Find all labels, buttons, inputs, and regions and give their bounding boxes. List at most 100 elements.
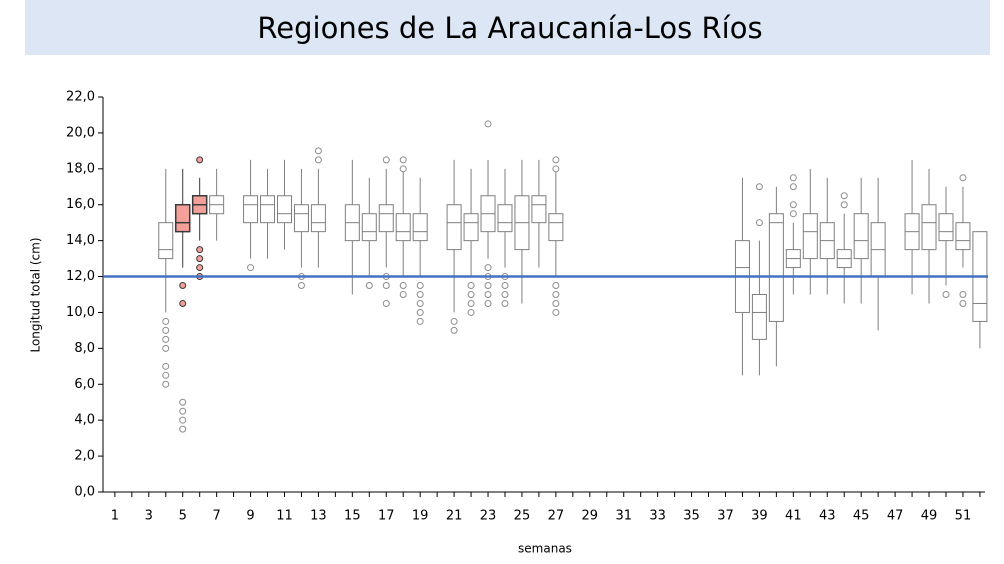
outlier — [399, 291, 407, 298]
outlier — [416, 282, 424, 290]
box — [310, 204, 326, 233]
x-tick-label: 49 — [921, 509, 938, 524]
x-tick-label: 37 — [717, 509, 734, 524]
box — [802, 213, 818, 260]
outlier — [755, 219, 763, 227]
box — [361, 213, 377, 242]
box — [276, 195, 292, 224]
outlier — [162, 371, 170, 379]
y-tick-label: 18,0 — [66, 161, 95, 176]
outlier — [162, 380, 170, 388]
outlier — [179, 425, 187, 433]
y-tick-label: 6,0 — [74, 377, 95, 392]
outlier — [196, 255, 204, 263]
box — [938, 213, 954, 242]
outlier — [450, 326, 458, 334]
x-tick-label: 1 — [111, 509, 119, 524]
box — [174, 203, 191, 233]
outlier — [416, 317, 424, 325]
outlier — [484, 299, 492, 307]
outlier — [297, 282, 305, 290]
y-tick-label: 2,0 — [74, 449, 95, 464]
outlier — [467, 299, 475, 307]
outlier — [399, 156, 407, 164]
outlier — [162, 362, 170, 370]
x-tick-label: 23 — [480, 509, 497, 524]
x-tick-label: 7 — [213, 509, 221, 524]
y-tick-label: 0,0 — [74, 485, 95, 500]
outlier — [399, 165, 407, 173]
x-tick-label: 13 — [310, 509, 327, 524]
outlier — [840, 192, 848, 200]
x-tick-label: 31 — [615, 509, 632, 524]
chart-title: Regiones de La Araucanía-Los Ríos — [257, 11, 762, 45]
x-tick-label: 15 — [344, 509, 361, 524]
outlier — [484, 291, 492, 298]
x-tick-label: 41 — [785, 509, 802, 524]
outlier — [789, 210, 797, 218]
box — [158, 222, 174, 260]
outlier — [162, 335, 170, 343]
outlier — [179, 299, 187, 307]
x-tick-label: 17 — [378, 509, 395, 524]
box — [378, 204, 394, 233]
outlier — [467, 291, 475, 298]
outlier — [196, 264, 204, 272]
outlier — [416, 291, 424, 298]
box — [853, 213, 869, 260]
box — [548, 213, 564, 242]
box — [955, 222, 971, 251]
x-tick-label: 29 — [582, 509, 599, 524]
x-tick-label: 5 — [179, 509, 187, 524]
box — [463, 213, 479, 242]
y-tick-label: 22,0 — [66, 90, 95, 105]
outlier — [314, 156, 322, 164]
x-tick-label: 11 — [276, 509, 293, 524]
y-tick-label: 12,0 — [66, 269, 95, 284]
outlier — [552, 165, 560, 173]
box — [293, 204, 309, 233]
outlier — [755, 183, 763, 191]
box — [260, 195, 276, 224]
box — [921, 204, 937, 251]
y-tick-label: 8,0 — [74, 341, 95, 356]
box — [243, 195, 259, 224]
box — [395, 213, 411, 242]
outlier — [196, 156, 204, 164]
y-tick-label: 10,0 — [66, 305, 95, 320]
outlier — [501, 299, 509, 307]
outlier — [789, 183, 797, 191]
x-tick-label: 45 — [853, 509, 870, 524]
outlier — [365, 282, 373, 290]
x-tick-label: 9 — [246, 509, 254, 524]
x-axis-label: semanas — [518, 542, 572, 556]
outlier — [314, 147, 322, 155]
x-tick-label: 21 — [446, 509, 463, 524]
x-tick-label: 43 — [819, 509, 836, 524]
box — [531, 195, 547, 224]
outlier — [959, 299, 967, 307]
x-tick-label: 51 — [955, 509, 972, 524]
outlier — [501, 291, 509, 298]
outlier — [382, 282, 390, 290]
y-tick-label: 14,0 — [66, 233, 95, 248]
outlier — [179, 398, 187, 406]
outlier — [247, 264, 255, 272]
outlier — [501, 282, 509, 290]
outlier — [959, 174, 967, 182]
outlier — [382, 299, 390, 307]
y-axis-label: Longitud total (cm) — [29, 237, 43, 352]
outlier — [552, 282, 560, 290]
outlier — [484, 264, 492, 272]
box — [751, 294, 767, 340]
y-tick-label: 4,0 — [74, 413, 95, 428]
outlier — [484, 120, 492, 128]
outlier — [416, 299, 424, 307]
box — [497, 204, 513, 233]
x-tick-label: 27 — [548, 509, 565, 524]
outlier — [789, 201, 797, 209]
x-tick-label: 3 — [145, 509, 153, 524]
x-tick-label: 35 — [683, 509, 700, 524]
outlier — [399, 282, 407, 290]
outlier — [942, 291, 950, 298]
